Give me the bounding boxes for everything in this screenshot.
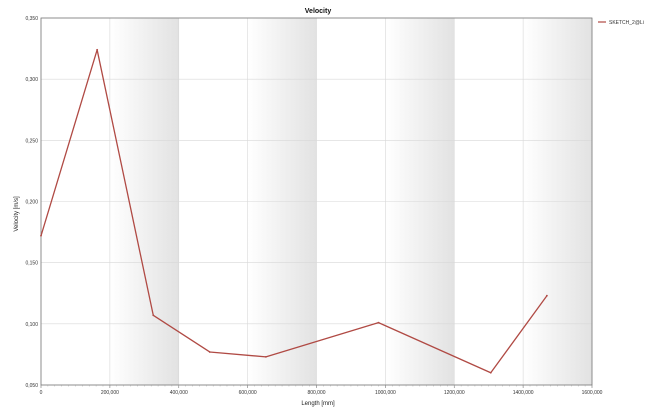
data-point [40, 234, 42, 237]
x-tick-label: 200,000 [101, 390, 119, 396]
data-point [489, 371, 492, 374]
y-tick-label: 0,200 [25, 200, 38, 206]
x-tick-label: 1000,000 [375, 390, 396, 396]
data-point [545, 294, 548, 297]
y-tick-label: 0,250 [25, 138, 38, 144]
x-axis-ticks: 0 200,000 400,000 600,000 800,000 1000,000 120… [40, 385, 603, 396]
chart-title: Velocity [305, 8, 332, 15]
series-line [40, 49, 548, 374]
x-tick-label: 600,000 [239, 390, 257, 396]
x-tick-label: 800,000 [307, 390, 325, 396]
data-point [208, 351, 211, 353]
x-tick-label: 1400,000 [513, 390, 534, 396]
data-point [152, 314, 155, 317]
data-point [377, 321, 380, 324]
x-tick-label: 400,000 [170, 390, 188, 396]
y-axis-ticks: 0,050 0,100 0,150 0,200 0,250 0,300 0,350 [25, 16, 38, 389]
data-point [264, 355, 267, 358]
x-tick-label: 0 [40, 390, 43, 396]
x-tick-label: 1200,000 [444, 390, 465, 396]
legend: SKETCH_2@Li [598, 20, 644, 26]
y-tick-label: 0,150 [25, 261, 38, 267]
data-point [96, 48, 99, 51]
y-tick-label: 0,100 [25, 322, 38, 328]
x-axis-label: Length [mm] [301, 401, 335, 407]
y-axis-label: Velocity [m/s] [14, 196, 20, 232]
y-tick-label: 0,050 [25, 383, 38, 389]
y-tick-label: 0,300 [25, 77, 38, 83]
x-tick-label: 1600,000 [582, 390, 603, 396]
y-tick-label: 0,350 [25, 16, 38, 22]
series-group [40, 48, 548, 374]
legend-label: SKETCH_2@Li [609, 20, 644, 26]
